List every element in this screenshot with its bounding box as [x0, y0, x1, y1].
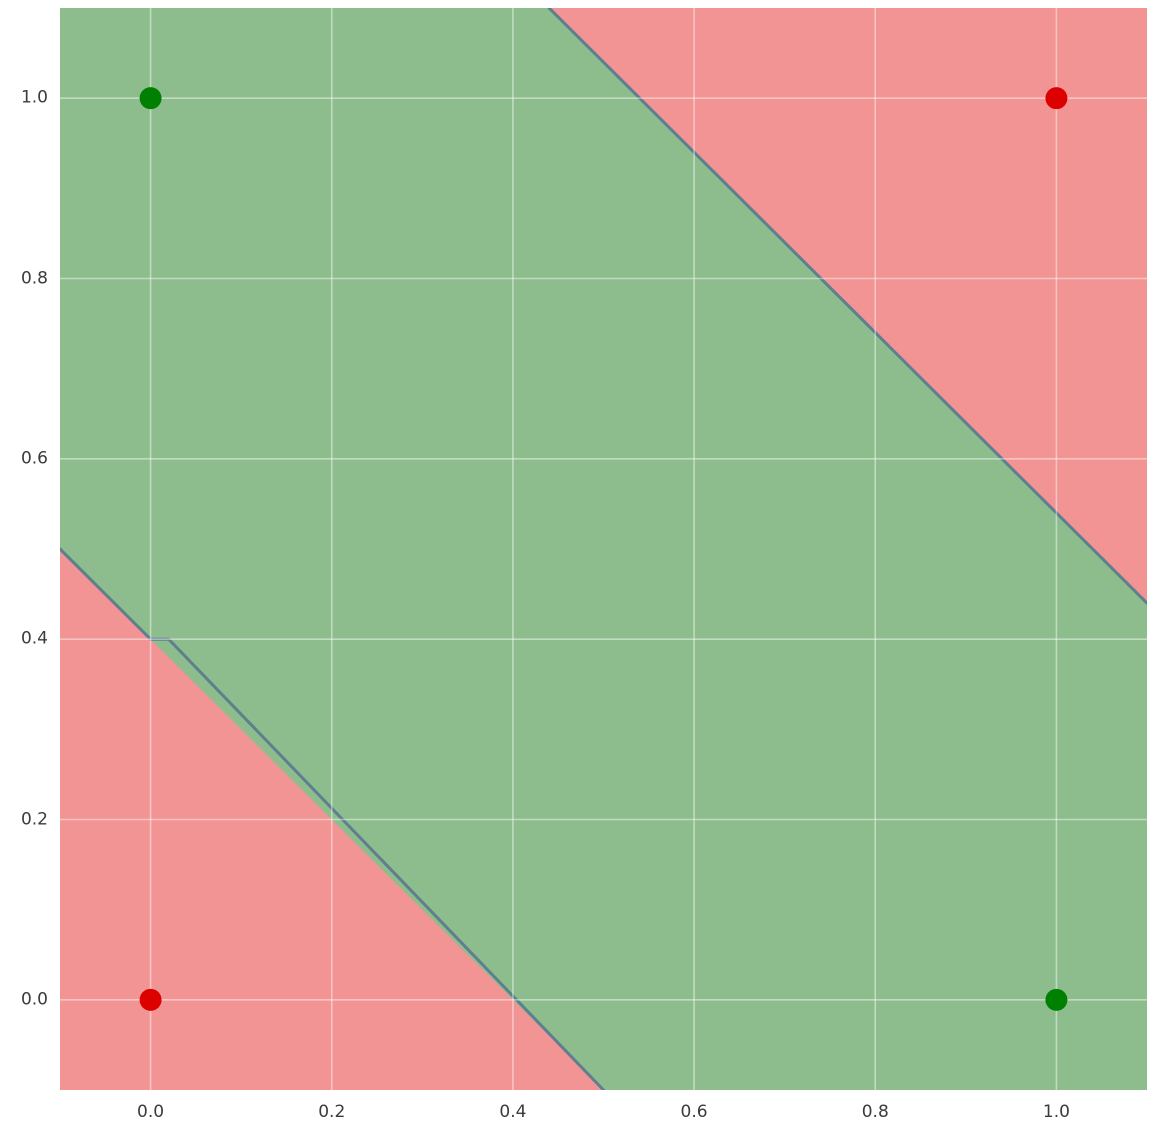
y-tick-label: 0.0 — [20, 989, 48, 1010]
x-tick-label: 0.8 — [861, 1102, 889, 1122]
y-tick-label: 0.4 — [20, 628, 48, 649]
decision-boundary-line-1 — [547, 8, 1147, 605]
plot-area — [60, 8, 1147, 1090]
data-point-red — [1045, 87, 1068, 110]
data-point-green — [139, 87, 162, 110]
x-tick-label: 0.6 — [680, 1102, 708, 1122]
x-tick-label: 1.0 — [1042, 1102, 1070, 1122]
y-tick-label: 0.6 — [20, 448, 48, 469]
y-tick-label: 1.0 — [20, 87, 48, 108]
decision-region-red-lower-left — [60, 549, 604, 1090]
x-tick-label: 0.0 — [137, 1102, 165, 1122]
data-point-green — [1045, 988, 1068, 1011]
plot-canvas — [60, 8, 1147, 1090]
y-tick-label: 0.2 — [20, 809, 48, 829]
x-tick-label: 0.4 — [499, 1102, 527, 1122]
decision-boundary-line-0 — [60, 547, 605, 1090]
x-tick-label: 0.2 — [318, 1102, 346, 1122]
data-point-red — [139, 988, 162, 1011]
y-tick-label: 0.8 — [20, 268, 48, 288]
